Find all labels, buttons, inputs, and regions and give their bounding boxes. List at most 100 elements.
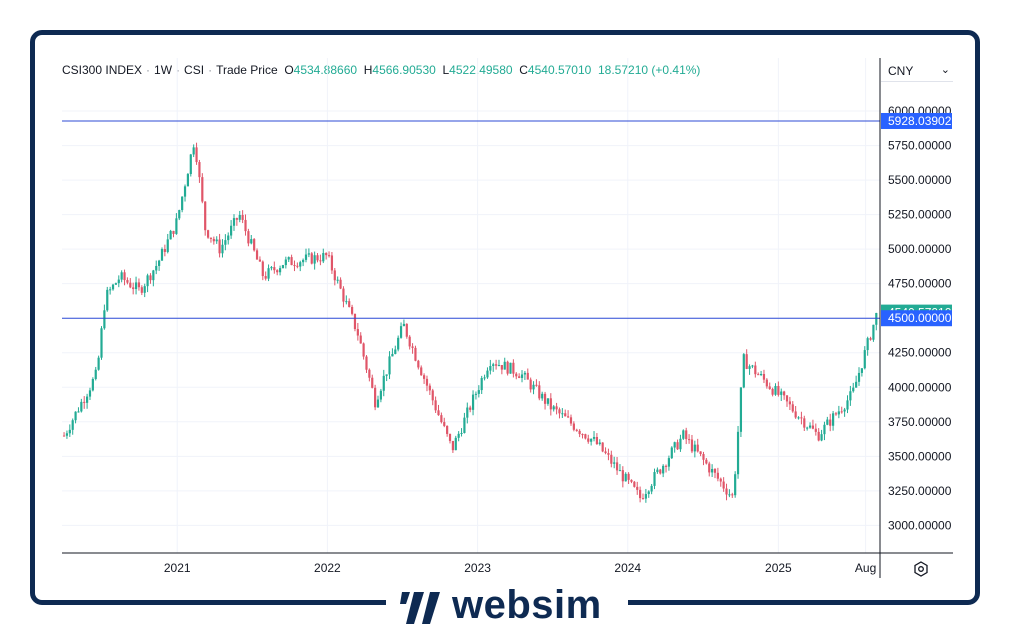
candle-body: [132, 287, 135, 290]
candle-body: [287, 257, 290, 260]
candle-body: [759, 374, 763, 376]
candle-body: [278, 268, 282, 273]
candle-body: [371, 377, 374, 388]
candle-body: [97, 357, 100, 370]
candle-body: [134, 282, 138, 290]
x-tick-label: Aug: [855, 561, 876, 575]
high-label: H: [363, 63, 373, 77]
candle-body: [71, 420, 74, 430]
candle-body: [719, 478, 722, 482]
candle-body: [109, 289, 112, 291]
candle-body: [739, 387, 743, 432]
candle-body: [68, 429, 71, 434]
candle-body: [160, 249, 164, 261]
candle-body: [316, 255, 319, 261]
candle-body: [330, 255, 334, 271]
candle-body: [855, 381, 858, 388]
candle-body: [235, 218, 238, 220]
candle-body: [183, 186, 187, 197]
chart-frame: [30, 30, 980, 605]
chevron-down-icon: ⌄: [940, 64, 950, 76]
interval-label[interactable]: 1W: [154, 63, 173, 77]
candle-body: [532, 384, 535, 390]
candle-body: [820, 434, 823, 441]
candle-body: [189, 154, 192, 175]
candle-body: [673, 442, 676, 448]
candle-body: [615, 462, 619, 471]
candle-body: [843, 409, 846, 412]
candle-body: [454, 437, 457, 451]
candle-body: [290, 257, 293, 266]
candle-body: [803, 418, 806, 428]
settings-icon[interactable]: [910, 558, 932, 580]
candle-body: [633, 481, 636, 487]
level-tag-support-bg: [881, 310, 952, 327]
candle-body: [541, 393, 544, 399]
candle-body: [359, 335, 362, 344]
candle-body: [535, 384, 538, 386]
candle-body: [641, 498, 645, 500]
candle-body: [512, 362, 515, 374]
symbol-name[interactable]: CSI300 INDEX: [62, 63, 143, 77]
candle-body: [754, 365, 757, 375]
candle-body: [181, 196, 184, 211]
candle-body: [267, 268, 270, 279]
candle-body: [374, 387, 377, 408]
candle-body: [192, 147, 195, 155]
candle-body: [310, 253, 313, 264]
candle-body: [808, 425, 812, 428]
candle-body: [866, 338, 869, 351]
candle-body: [451, 440, 454, 451]
candle-body: [618, 470, 622, 472]
candle-body: [644, 494, 647, 499]
candle-body: [85, 396, 89, 403]
candle-body: [448, 433, 452, 441]
candle-body: [849, 391, 852, 401]
candle-body: [685, 430, 688, 440]
y-tick-label: 4000.00000: [888, 380, 952, 394]
y-tick-label: 3250.00000: [888, 484, 952, 498]
candle-body: [780, 391, 783, 395]
candle-body: [218, 239, 221, 254]
candle-body: [350, 306, 354, 314]
candle-body: [788, 401, 791, 405]
candle-body: [474, 393, 478, 395]
candle-body: [627, 473, 630, 480]
candle-body: [391, 353, 394, 357]
candle-body: [791, 404, 794, 412]
candle-body: [587, 438, 590, 442]
candle-body: [281, 265, 285, 269]
candle-body: [261, 261, 264, 277]
candle-body: [258, 259, 262, 262]
candle-body: [440, 415, 443, 423]
candle-body: [659, 469, 662, 474]
close-label: C: [519, 63, 528, 77]
candle-body: [636, 486, 639, 490]
candle-body: [302, 259, 305, 263]
candle-body: [538, 385, 541, 399]
candle-body: [745, 354, 748, 369]
candle-body: [273, 267, 276, 271]
candle-body: [158, 260, 161, 266]
candle-body: [546, 398, 550, 404]
candle-body: [653, 472, 656, 486]
candle-body: [425, 378, 429, 386]
candle-body: [117, 279, 120, 284]
candle-body: [693, 444, 696, 452]
candle-body: [555, 406, 558, 410]
currency-selector[interactable]: CNY ⌄: [881, 58, 953, 82]
candle-body: [446, 425, 449, 434]
candle-body: [126, 280, 129, 283]
candle-body: [304, 254, 308, 260]
candle-body: [460, 432, 463, 434]
candle-body: [690, 439, 694, 452]
candle-body: [169, 230, 172, 240]
candle-body: [397, 337, 400, 350]
candle-body: [829, 419, 832, 426]
candle-body: [480, 378, 483, 391]
candle-body: [736, 431, 740, 475]
x-tick-label: 2024: [614, 561, 641, 575]
candle-body: [656, 469, 659, 473]
candle-body: [293, 265, 296, 267]
